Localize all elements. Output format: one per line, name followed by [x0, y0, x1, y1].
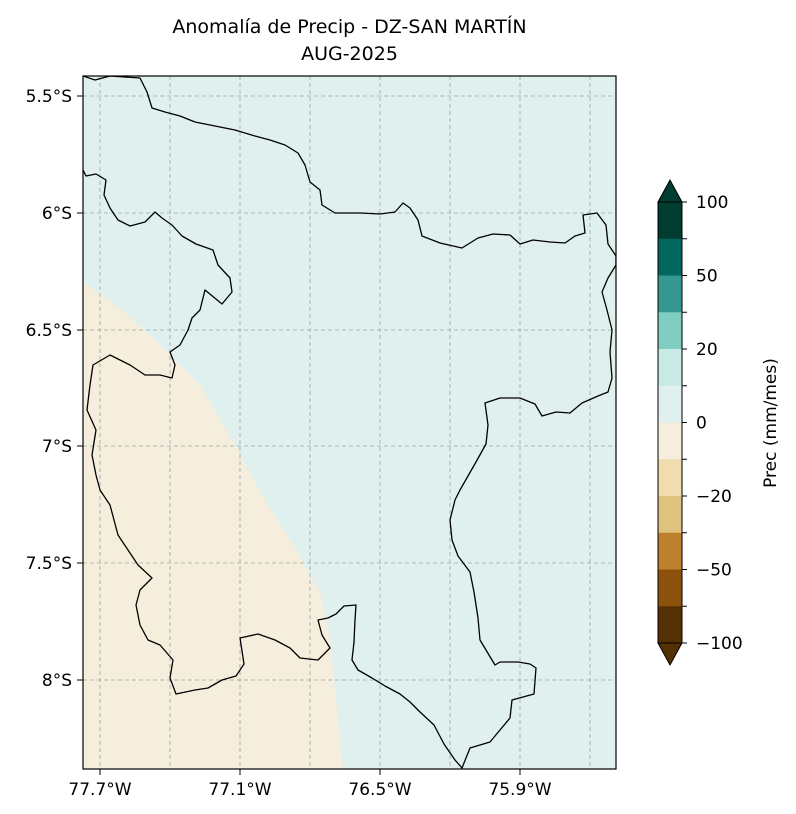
colorbar-segment: [658, 569, 682, 607]
lon-tick-label: 75.9°W: [488, 780, 551, 800]
colorbar: 100 50 20 0 −20 −50 −100 Prec (mm/mes): [657, 178, 781, 667]
colorbar-tick-label: 50: [696, 267, 718, 287]
lon-tick-label: 77.7°W: [68, 780, 131, 800]
lat-tick-label: 5.5°S: [26, 87, 72, 107]
latitude-axis: 5.5°S 6°S 6.5°S 7°S 7.5°S 8°S: [26, 87, 83, 691]
map-title: Anomalía de Precip - DZ-SAN MARTÍN: [172, 16, 527, 38]
colorbar-segment: [658, 312, 682, 350]
longitude-axis: 77.7°W 77.1°W 76.5°W 75.9°W: [68, 769, 552, 800]
region-boundary: [83, 76, 616, 769]
colorbar-segment: [658, 349, 682, 387]
lat-tick-label: 6°S: [42, 204, 72, 224]
colorbar-segment: [658, 238, 682, 276]
colorbar-segment: [658, 532, 682, 570]
lat-tick-label: 8°S: [42, 671, 72, 691]
lon-tick-label: 77.1°W: [208, 780, 271, 800]
colorbar-segment: [658, 385, 682, 423]
colorbar-tick-label: 20: [696, 340, 718, 360]
colorbar-extend-top: [657, 178, 683, 203]
colorbar-tick-label: −100: [696, 634, 743, 654]
colorbar-tick-label: 0: [696, 414, 707, 434]
colorbar-label: Prec (mm/mes): [761, 358, 781, 488]
lon-tick-label: 76.5°W: [348, 780, 411, 800]
colorbar-tick-label: −50: [696, 561, 732, 581]
colorbar-tick-label: −20: [696, 487, 732, 507]
colorbar-extend-bottom: [657, 642, 683, 667]
colorbar-segment: [658, 496, 682, 534]
anomaly-negative-area: [83, 282, 343, 769]
colorbar-segment: [658, 202, 682, 240]
colorbar-tick-label: 100: [696, 193, 728, 213]
map-subtitle: AUG-2025: [301, 43, 398, 65]
map-gridlines: [83, 76, 616, 769]
colorbar-segment: [658, 606, 682, 644]
colorbar-segment: [658, 275, 682, 313]
lat-tick-label: 6.5°S: [26, 321, 72, 341]
colorbar-segment: [658, 459, 682, 497]
map-frame: [82, 75, 617, 770]
colorbar-segment: [658, 422, 682, 460]
lat-tick-label: 7°S: [42, 437, 72, 457]
lat-tick-label: 7.5°S: [26, 554, 72, 574]
